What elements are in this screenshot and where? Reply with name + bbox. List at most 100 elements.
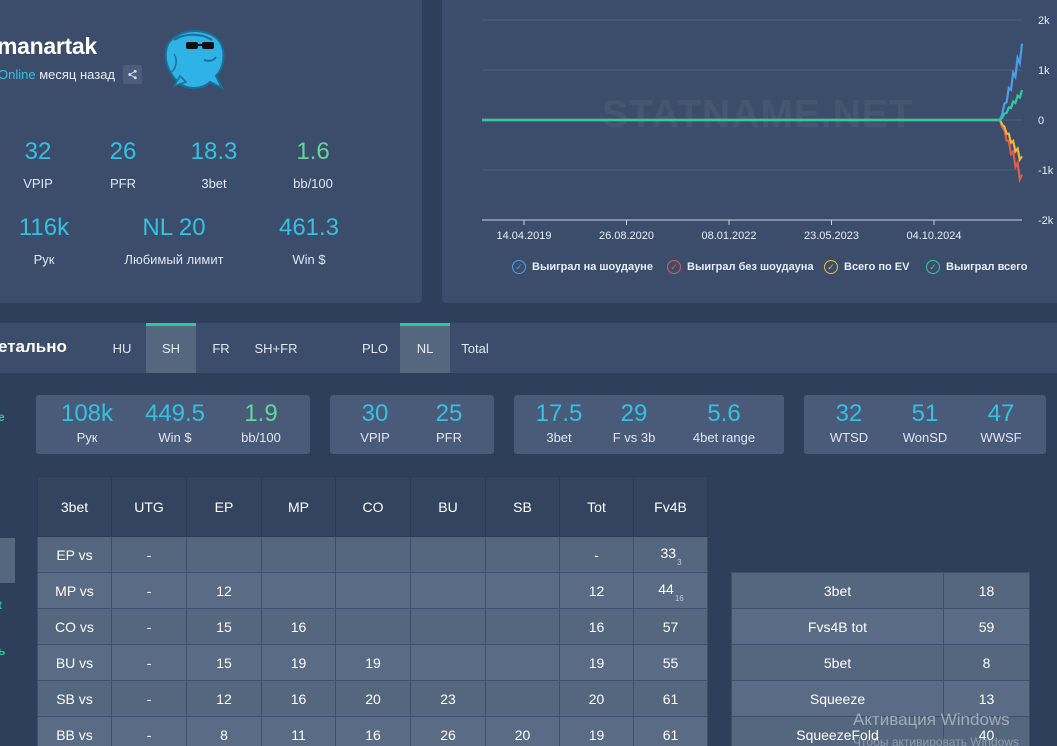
- sum-wwsf: 47 WWSF: [980, 400, 1022, 445]
- table-cell: 16: [559, 608, 634, 645]
- tab-fr[interactable]: FR: [212, 340, 230, 356]
- row-label: BB vs: [37, 716, 112, 746]
- table-cell: 18: [943, 572, 1030, 609]
- col-header[interactable]: MP: [261, 476, 336, 537]
- col-header[interactable]: Fv4B: [633, 476, 708, 537]
- table-cell: 61: [633, 716, 708, 746]
- table-cell: [335, 536, 411, 573]
- profit-graph[interactable]: 2k 1k 0 -1k -2k 14.04.2019 26.08.2020 08.01.20…: [442, 0, 1057, 255]
- sum-wonsd: 51 WonSD: [902, 400, 948, 445]
- y-tick-label: -2k: [1038, 215, 1054, 227]
- table-cell: 19: [559, 716, 634, 746]
- col-header[interactable]: SB: [485, 476, 560, 537]
- table-cell: 333: [633, 536, 708, 573]
- share-button[interactable]: [123, 65, 142, 84]
- sum-hands: 108k Рук: [60, 400, 114, 445]
- row-label: Squeeze: [731, 680, 944, 717]
- stat-favorite-limit: NL 20 Любимый лимит: [124, 214, 224, 267]
- table-cell: 15: [186, 608, 262, 645]
- table-cell: 11: [261, 716, 336, 746]
- table-row: CO vs -15 16 16 57: [37, 608, 708, 645]
- table-cell: [335, 572, 411, 609]
- table-cell: 8: [943, 644, 1030, 681]
- sum-win: 449.5 Win $: [144, 400, 206, 445]
- table-cell: -: [559, 536, 634, 573]
- col-header[interactable]: UTG: [111, 476, 187, 537]
- series-line: [482, 89, 1024, 122]
- table-cell: [485, 608, 560, 645]
- table-cell: -: [111, 536, 187, 573]
- table-cell: [261, 572, 336, 609]
- row-label: BU vs: [37, 644, 112, 681]
- table-cell: -: [111, 608, 187, 645]
- table-cell: [410, 644, 486, 681]
- legend-total[interactable]: ✓ Выиграл всего: [926, 260, 1027, 274]
- row-label: 5bet: [731, 644, 944, 681]
- check-circle-icon: ✓: [926, 260, 940, 274]
- check-circle-icon: ✓: [512, 260, 526, 274]
- table-cell: [186, 536, 262, 573]
- table-cell: 57: [633, 608, 708, 645]
- row-label: 3bet: [731, 572, 944, 609]
- stat-pfr: 26 PFR: [109, 138, 137, 191]
- summary-3bet-box: 17.5 3bet 29 F vs 3b 5.6 4bet range: [514, 395, 784, 454]
- stat-win: 461.3 Win $: [278, 214, 340, 267]
- side-mark: t: [0, 598, 2, 612]
- x-tick-label: 08.01.2022: [701, 230, 756, 242]
- tab-sh[interactable]: SH: [146, 323, 196, 373]
- row-label: SqueezeFold: [731, 716, 944, 746]
- sum-4bet-range: 5.6 4bet range: [692, 400, 756, 445]
- summary-showdown-box: 32 WTSD 51 WonSD 47 WWSF: [804, 395, 1046, 454]
- stat-vpip: 32 VPIP: [23, 138, 53, 191]
- table-row: SqueezeFold 40: [731, 716, 1030, 746]
- tab-plo[interactable]: PLO: [361, 340, 388, 356]
- tab-sh-fr[interactable]: SH+FR: [254, 340, 298, 356]
- summary-hands-box: 108k Рук 449.5 Win $ 1.9 bb/100: [36, 395, 310, 454]
- windows-activation-title: Активация Windows: [853, 710, 1010, 729]
- summary-vpip-box: 30 VPIP 25 PFR: [330, 395, 494, 454]
- col-header[interactable]: CO: [335, 476, 411, 537]
- table-cell: 12: [559, 572, 634, 609]
- tab-total[interactable]: Total: [461, 340, 489, 356]
- table-cell: 23: [410, 680, 486, 717]
- tab-hu[interactable]: HU: [112, 340, 132, 356]
- col-header[interactable]: 3bet: [37, 476, 112, 537]
- sum-vpip: 30 VPIP: [360, 400, 390, 445]
- tab-nl[interactable]: NL: [400, 323, 450, 373]
- table-cell: 59: [943, 608, 1030, 645]
- table-row: Squeeze 13: [731, 680, 1030, 717]
- sum-bb100: 1.9 bb/100: [241, 400, 281, 445]
- series-line: [482, 43, 1024, 122]
- table-row: 3bet 18: [731, 572, 1030, 609]
- col-header[interactable]: Tot: [559, 476, 634, 537]
- table-cell: 15: [186, 644, 262, 681]
- col-header[interactable]: BU: [410, 476, 486, 537]
- details-tabbar: етально HU SH FR SH+FR PLO NL Total: [0, 323, 1057, 373]
- table-cell: [410, 572, 486, 609]
- 3bet-position-table: 3bet UTG EP MP CO BU SB Tot Fv4B EP vs - -333 MP vs…: [37, 476, 708, 746]
- online-status: Online: [0, 67, 36, 82]
- table-cell: [485, 680, 560, 717]
- section-title: етально: [0, 337, 67, 356]
- legend-no-showdown[interactable]: ✓ Выиграл без шоудауна: [667, 260, 814, 274]
- row-label: Fvs4B tot: [731, 608, 944, 645]
- table-cell: [485, 572, 560, 609]
- row-label: SB vs: [37, 680, 112, 717]
- legend-ev[interactable]: ✓ Всего по EV: [824, 260, 909, 274]
- profile-panel: manartak Online месяц назад 32 VPIP 26 PFR…: [0, 0, 422, 303]
- table-cell: 40: [943, 716, 1030, 746]
- table-cell: 20: [485, 716, 560, 746]
- legend-showdown[interactable]: ✓ Выиграл на шоудауне: [512, 260, 653, 274]
- col-header[interactable]: EP: [186, 476, 262, 537]
- table-cell: -: [111, 680, 187, 717]
- side-selected-item[interactable]: [0, 538, 15, 583]
- table-cell: -: [111, 716, 187, 746]
- y-tick-label: 0: [1038, 115, 1044, 127]
- y-tick-label: -1k: [1038, 165, 1054, 177]
- table-row: EP vs - -333: [37, 536, 708, 573]
- series-line: [482, 118, 1023, 184]
- x-tick-label: 14.04.2019: [496, 230, 551, 242]
- table-cell: 19: [335, 644, 411, 681]
- side-mark: ь: [0, 644, 6, 658]
- check-circle-icon: ✓: [824, 260, 838, 274]
